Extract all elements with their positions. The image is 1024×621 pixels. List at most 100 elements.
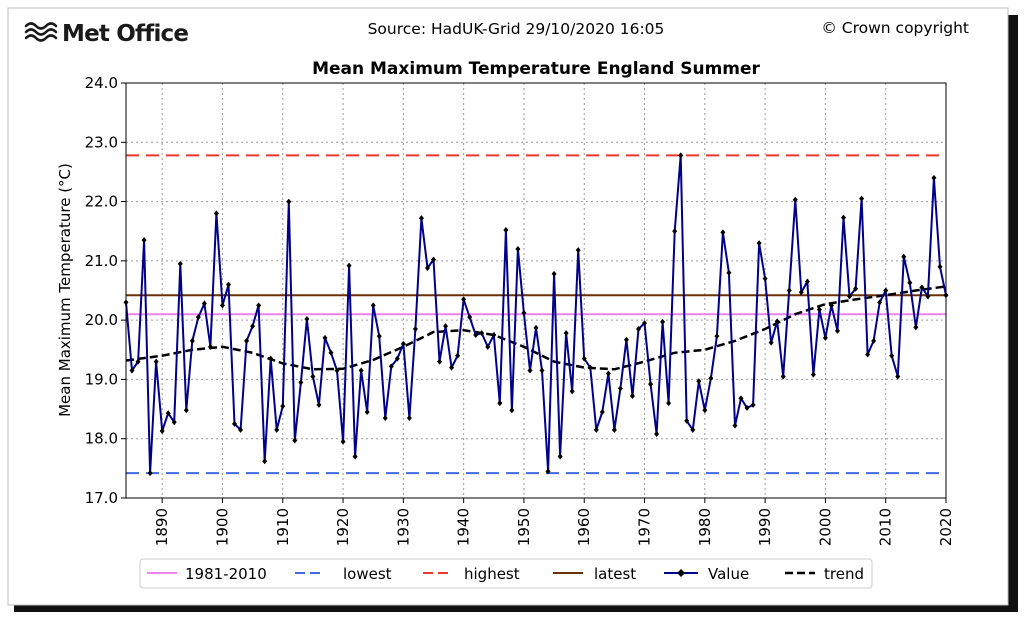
value-point — [256, 302, 262, 309]
value-point — [370, 302, 376, 309]
value-point — [889, 352, 895, 359]
value-point — [780, 373, 786, 380]
legend-label-highest: highest — [464, 565, 520, 583]
copyright-label: © Crown copyright — [821, 19, 969, 37]
legend-label-lowest: lowest — [343, 565, 392, 583]
value-point — [798, 289, 804, 296]
value-point — [756, 240, 762, 247]
value-point — [678, 152, 684, 159]
value-point — [611, 426, 617, 433]
value-point — [159, 428, 165, 435]
value-point — [388, 363, 394, 370]
legend-box — [139, 558, 873, 589]
value-point — [219, 302, 225, 309]
source-label: Source: HadUK-Grid 29/10/2020 16:05 — [368, 20, 665, 38]
value-point — [810, 371, 816, 378]
value-point — [135, 358, 141, 365]
value-point — [539, 367, 545, 374]
value-point — [497, 400, 503, 407]
value-point — [599, 409, 605, 416]
value-point — [515, 246, 521, 252]
value-point — [153, 358, 159, 365]
x-tick-label: 2000 — [816, 508, 834, 546]
value-point — [925, 293, 931, 300]
met-office-logo: Met Office — [24, 21, 189, 47]
value-point — [310, 373, 316, 380]
value-point — [907, 279, 913, 286]
legend-label-average: 1981-2010 — [185, 565, 267, 583]
y-axis-ticks: 17.0 18.0 19.0 20.0 21.0 22.0 23.0 24.0 — [85, 74, 126, 507]
value-point — [358, 367, 364, 374]
value-point — [250, 323, 256, 330]
value-point — [804, 278, 810, 285]
value-point — [322, 334, 328, 341]
value-point — [822, 334, 828, 341]
value-point — [732, 422, 738, 429]
x-tick-label: 1930 — [394, 508, 412, 546]
plot-border — [125, 82, 947, 499]
value-point — [726, 269, 732, 276]
value-point — [792, 196, 798, 203]
value-point — [660, 318, 666, 325]
value-point — [346, 262, 352, 269]
value-point — [165, 410, 171, 417]
value-point — [865, 351, 871, 358]
value-point — [238, 426, 244, 433]
value-point — [575, 247, 581, 254]
value-point — [847, 293, 853, 300]
value-point — [859, 195, 865, 202]
value-point — [382, 414, 388, 421]
value-point — [636, 326, 641, 333]
value-point — [316, 401, 322, 408]
plot-area: 17.0 18.0 19.0 20.0 21.0 22.0 23.0 24.0 1890 190… — [85, 74, 955, 546]
value-point — [461, 296, 467, 303]
value-point — [244, 337, 250, 344]
x-tick-label: 1890 — [153, 508, 171, 546]
y-tick-label: 18.0 — [85, 430, 118, 448]
x-tick-label: 1900 — [213, 508, 231, 546]
value-point — [901, 253, 907, 260]
value-point — [418, 215, 424, 222]
x-tick-label: 1950 — [515, 508, 533, 546]
y-tick-label: 23.0 — [85, 133, 118, 151]
value-point — [171, 419, 177, 426]
x-axis-ticks: 1890 1900 1910 1920 1930 1940 1950 1960 1970 1980… — [153, 498, 955, 546]
value-point — [774, 318, 780, 325]
value-point — [509, 407, 515, 414]
legend-item-lowest: lowest — [295, 565, 392, 583]
value-point — [744, 404, 750, 411]
value-point — [364, 409, 370, 416]
value-point — [841, 214, 846, 221]
value-point — [672, 228, 678, 235]
legend-item-highest: highest — [423, 565, 520, 583]
value-point — [443, 323, 449, 330]
legend-item-value: Value — [664, 565, 749, 583]
value-point — [207, 343, 213, 350]
value-point — [400, 340, 406, 347]
value-point — [340, 438, 346, 445]
wave-icon — [24, 22, 58, 42]
value-point — [623, 336, 629, 343]
value-point — [406, 414, 412, 421]
value-point — [424, 264, 430, 271]
value-point — [455, 352, 461, 359]
x-tick-label: 1960 — [575, 508, 593, 546]
value-point — [871, 337, 877, 344]
value-point — [334, 367, 340, 374]
value-point — [328, 349, 334, 356]
value-point — [268, 355, 274, 362]
x-tick-label: 2010 — [877, 508, 895, 546]
value-point — [684, 417, 690, 424]
x-tick-label: 1920 — [334, 508, 352, 546]
value-point — [232, 420, 238, 427]
trend-line — [125, 285, 947, 371]
value-point — [298, 379, 304, 386]
x-tick-label: 1990 — [756, 508, 774, 546]
value-point — [304, 315, 310, 322]
value-point — [666, 400, 672, 407]
value-point — [654, 430, 660, 437]
value-point — [292, 437, 298, 444]
legend-item-average: 1981-2010 — [147, 565, 267, 583]
value-point — [521, 310, 527, 317]
